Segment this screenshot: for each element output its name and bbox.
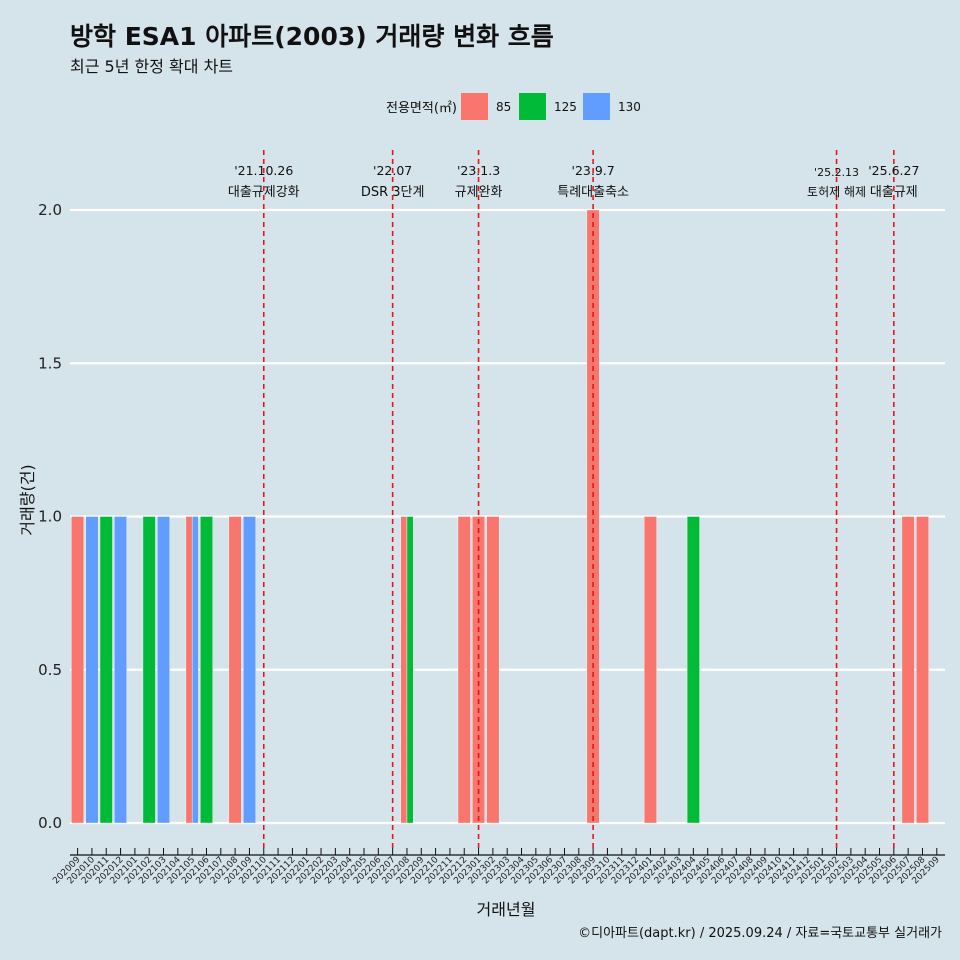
bar-202009-85	[71, 516, 85, 824]
event-date-label: '25.2.13	[814, 166, 859, 179]
y-tick-label: 2.0	[38, 201, 62, 219]
x-axis: 2020092020102020112020122021012021022021…	[51, 848, 945, 886]
bar-202105-130	[191, 516, 199, 824]
event-label: 특례대출축소	[557, 185, 629, 200]
bar-202508-85	[916, 516, 929, 824]
y-axis: 0.0 0.5 1.0 1.5 2.0	[38, 201, 62, 832]
bar-202208-125	[406, 516, 414, 824]
chart-title: 방학 ESA1 아파트(2003) 거래량 변화 흐름	[70, 22, 554, 51]
bar-202212-85	[457, 516, 471, 824]
event-label: DSR 3단계	[361, 185, 425, 200]
bar-202404-125	[686, 516, 700, 824]
event-label: 대출규제강화	[228, 185, 300, 200]
bars	[71, 209, 929, 824]
legend-title: 전용면적(㎡)	[386, 101, 457, 116]
legend: 전용면적(㎡) 85 125 130	[386, 93, 641, 120]
bar-202012-130	[114, 516, 128, 824]
y-tick-label: 1.5	[38, 354, 62, 372]
bar-202507-85	[901, 516, 915, 824]
legend-swatch-125	[519, 93, 546, 120]
event-date-label: '21.10.26	[234, 163, 293, 178]
event-date-label: '25.6.27	[868, 163, 919, 178]
bar-202309-85	[586, 209, 600, 824]
event-label: 대출규제	[870, 185, 918, 200]
legend-label-125: 125	[554, 100, 577, 114]
legend-label-130: 130	[618, 100, 641, 114]
legend-swatch-130	[583, 93, 610, 120]
source-caption: ©디아파트(dapt.kr) / 2025.09.24 / 자료=국토교통부 실…	[578, 926, 942, 941]
y-tick-label: 0.0	[38, 814, 62, 832]
legend-label-85: 85	[496, 100, 511, 114]
gridlines	[70, 208, 945, 825]
y-tick-label: 1.0	[38, 508, 62, 526]
bar-202301-85	[472, 516, 486, 824]
bar-202109-130	[242, 516, 256, 824]
y-axis-label: 거래량(건)	[18, 464, 37, 535]
bar-202302-85	[486, 516, 500, 824]
x-axis-label: 거래년월	[477, 900, 536, 919]
bar-202401-85	[643, 516, 657, 824]
bar-202108-85	[228, 516, 242, 824]
event-label: 토허제 해제	[807, 185, 866, 199]
bar-202010-130	[85, 516, 99, 824]
chart-subtitle: 최근 5년 한정 확대 차트	[70, 57, 234, 76]
bar-202103-130	[157, 516, 170, 824]
event-date-label: '23.9.7	[572, 163, 615, 178]
y-tick-label: 0.5	[38, 661, 62, 679]
bar-202106-125	[200, 516, 213, 824]
bar-202208-85	[400, 516, 408, 824]
legend-swatch-85	[461, 93, 488, 120]
annotations: '21.10.26 대출규제강화 '22.07 DSR 3단계 '23.1.3 규제완화 '…	[228, 150, 919, 848]
bar-202102-125	[142, 516, 156, 824]
event-date-label: '22.07	[373, 163, 412, 178]
event-label: 규제완화	[455, 185, 503, 200]
bar-202105-85	[185, 516, 193, 824]
event-date-label: '23.1.3	[457, 163, 500, 178]
bar-202011-125	[99, 516, 113, 824]
